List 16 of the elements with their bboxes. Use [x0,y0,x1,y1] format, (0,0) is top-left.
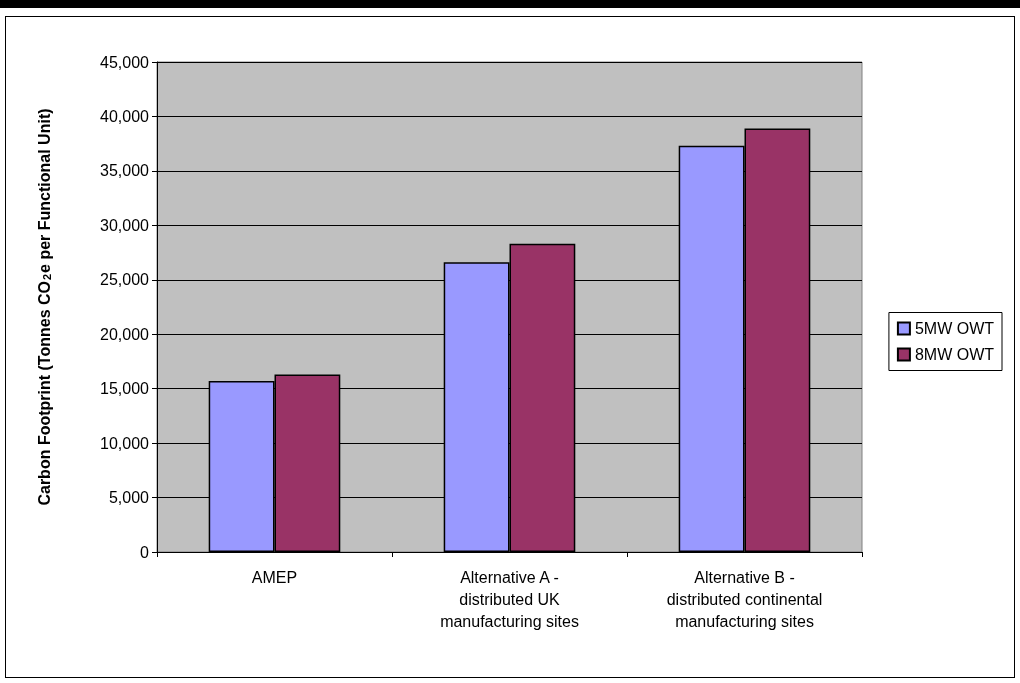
x-tick-label: Alternative A - distributed UK manufacturing sites [440,568,579,630]
y-tick-label: 20,000 [100,325,150,343]
legend-label: 5MW OWT [914,320,995,337]
y-tick-label: 40,000 [100,107,150,125]
x-tick-label: Alternative B - distributed continental manufacturing sites [666,568,823,630]
y-tick-label: 45,000 [100,53,150,71]
y-tick-label: 10,000 [100,434,150,452]
y-tick-label: 0 [140,543,150,561]
y-tick-label: 35,000 [100,162,150,180]
y-tick-label: 30,000 [100,216,150,234]
y-axis-title: Carbon Footprint (Tonnes CO2e per Functional Unit) [35,108,53,506]
x-tick-label: AMEP [251,568,298,586]
legend-label: 8MW OWT [914,346,995,363]
y-tick-label: 15,000 [100,380,150,398]
y-tick-label: 5,000 [108,489,150,507]
y-tick-label: 25,000 [100,271,150,289]
